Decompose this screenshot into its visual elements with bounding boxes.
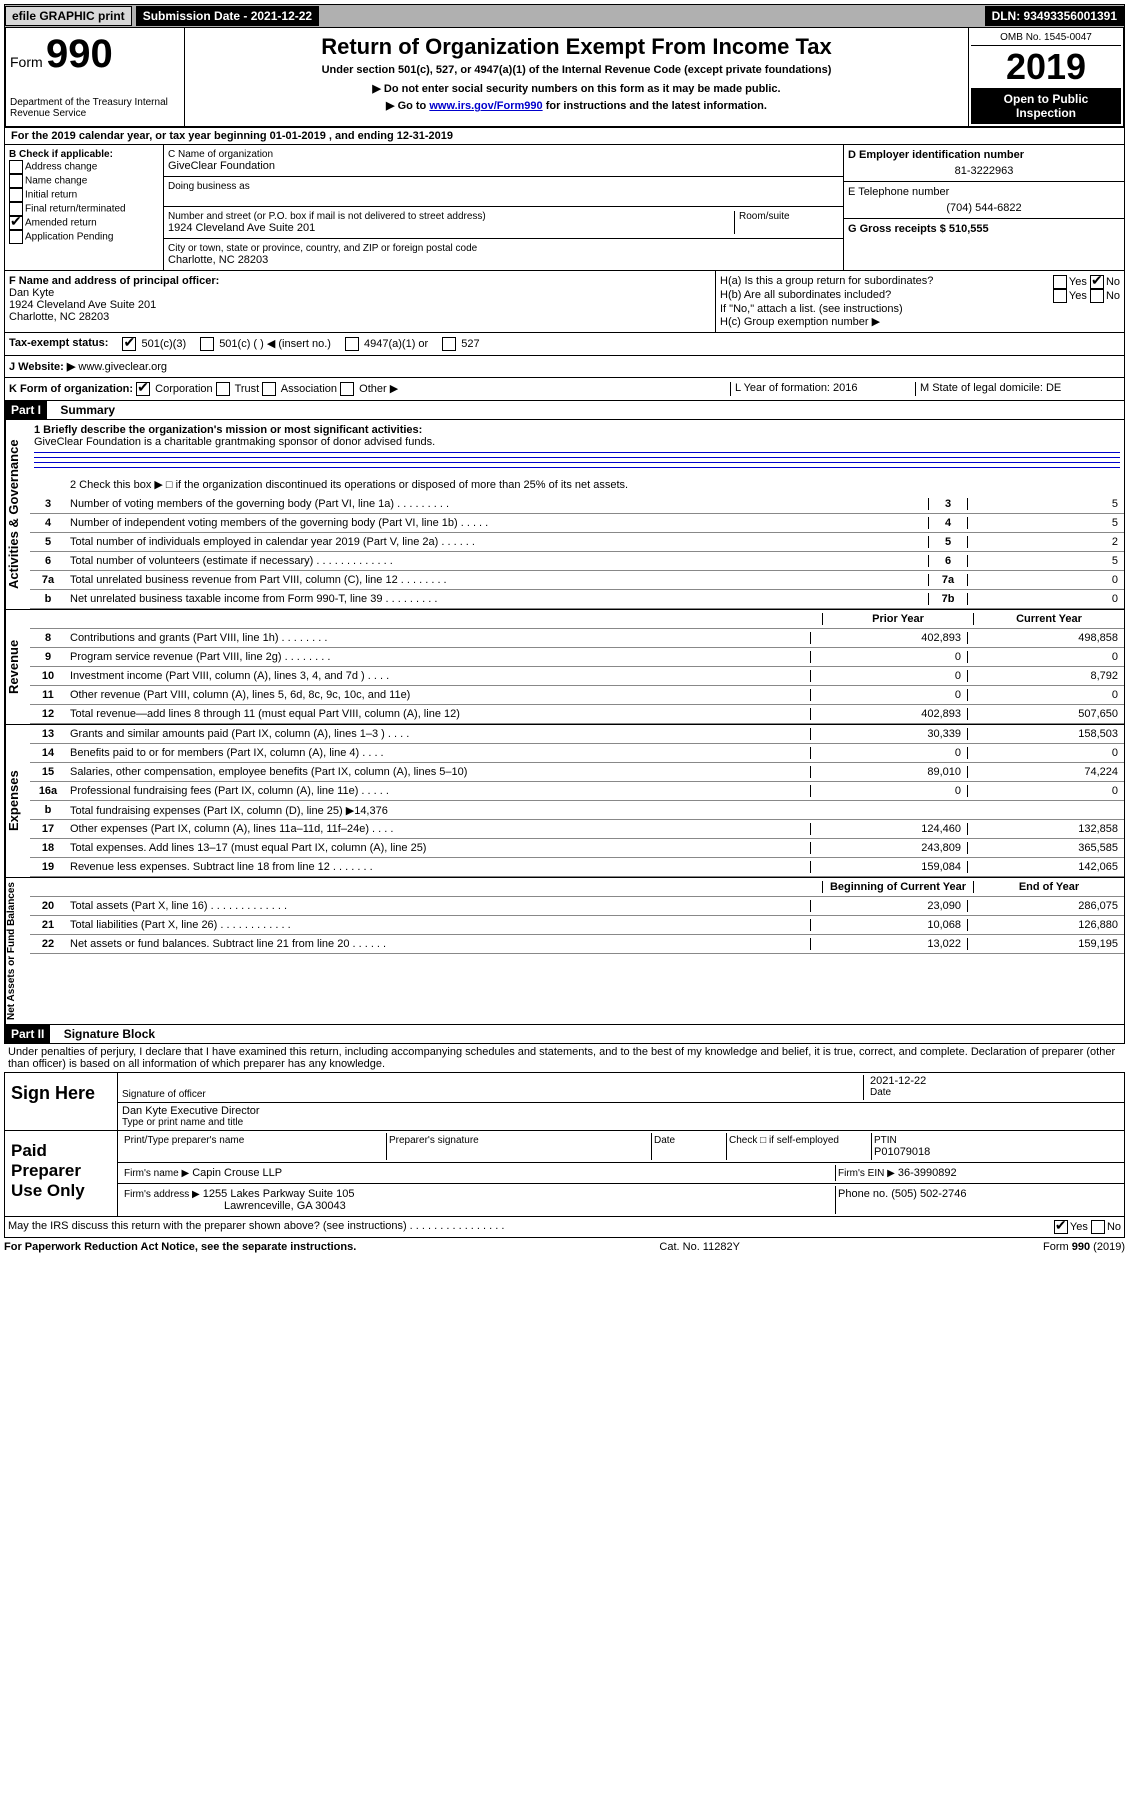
public-inspection: Open to Public Inspection — [971, 88, 1121, 124]
ein: 81-3222963 — [848, 165, 1120, 177]
ha-no[interactable] — [1090, 275, 1104, 289]
cb-trust[interactable] — [216, 382, 230, 396]
footer-right: Form 990 (2019) — [1043, 1241, 1125, 1253]
phone: (704) 544-6822 — [848, 202, 1120, 214]
note-ssn: ▶ Do not enter social security numbers o… — [191, 82, 962, 95]
state-domicile: M State of legal domicile: DE — [915, 382, 1120, 396]
hb-no[interactable] — [1090, 289, 1104, 303]
mission-text: GiveClear Foundation is a charitable gra… — [34, 436, 1120, 448]
firm-ein: 36-3990892 — [898, 1167, 957, 1179]
org-city: Charlotte, NC 28203 — [168, 254, 839, 266]
org-name: GiveClear Foundation — [168, 160, 839, 172]
form-title: Return of Organization Exempt From Incom… — [191, 34, 962, 60]
gov-row: 4Number of independent voting members of… — [30, 514, 1124, 533]
efile-button[interactable]: efile GRAPHIC print — [5, 6, 132, 26]
col-b-checkboxes: B Check if applicable: Address change Na… — [5, 145, 164, 270]
cb-501c3[interactable] — [122, 337, 136, 351]
data-row: 9Program service revenue (Part VIII, lin… — [30, 648, 1124, 667]
vert-governance: Activities & Governance — [5, 420, 30, 609]
cb-other[interactable] — [340, 382, 354, 396]
note-link: ▶ Go to www.irs.gov/Form990 for instruct… — [191, 99, 962, 112]
preparer-phone: Phone no. (505) 502-2746 — [835, 1186, 1120, 1214]
gov-row: bNet unrelated business taxable income f… — [30, 590, 1124, 609]
part1-title: Summary — [50, 403, 115, 417]
form-number: 990 — [46, 32, 113, 77]
irs-link[interactable]: www.irs.gov/Form990 — [429, 100, 542, 112]
cb-application-pending[interactable] — [9, 230, 23, 244]
part2-header: Part II — [5, 1025, 50, 1043]
cb-501c[interactable] — [200, 337, 214, 351]
gov-row: 6Total number of volunteers (estimate if… — [30, 552, 1124, 571]
gov-row: 7aTotal unrelated business revenue from … — [30, 571, 1124, 590]
website: www.giveclear.org — [78, 361, 167, 373]
sig-date: 2021-12-22 — [870, 1075, 1120, 1087]
part2-title: Signature Block — [54, 1027, 155, 1041]
dln-label: DLN: 93493356001391 — [985, 6, 1124, 26]
gov-row: 5Total number of individuals employed in… — [30, 533, 1124, 552]
gross-receipts: G Gross receipts $ 510,555 — [848, 223, 1120, 235]
data-row: 12Total revenue—add lines 8 through 11 (… — [30, 705, 1124, 724]
data-row: 17Other expenses (Part IX, column (A), l… — [30, 820, 1124, 839]
data-row: 10Investment income (Part VIII, column (… — [30, 667, 1124, 686]
form-header: Form 990 Department of the Treasury Inte… — [4, 28, 1125, 128]
cb-527[interactable] — [442, 337, 456, 351]
dept-label: Department of the Treasury Internal Reve… — [10, 97, 180, 119]
cb-corp[interactable] — [136, 382, 150, 396]
officer-name: Dan Kyte — [9, 287, 711, 299]
data-row: 16aProfessional fundraising fees (Part I… — [30, 782, 1124, 801]
discuss-yes[interactable] — [1054, 1220, 1068, 1234]
tax-year: 2019 — [971, 46, 1121, 88]
cb-assoc[interactable] — [262, 382, 276, 396]
data-row: 22Net assets or fund balances. Subtract … — [30, 935, 1124, 954]
vert-expenses: Expenses — [5, 725, 30, 877]
part1-header: Part I — [5, 401, 47, 419]
officer-name-title: Dan Kyte Executive Director — [122, 1105, 1120, 1117]
footer-mid: Cat. No. 11282Y — [659, 1241, 740, 1253]
cb-4947[interactable] — [345, 337, 359, 351]
form-subtitle: Under section 501(c), 527, or 4947(a)(1)… — [191, 64, 962, 76]
omb-label: OMB No. 1545-0047 — [971, 30, 1121, 46]
gov-row: 3Number of voting members of the governi… — [30, 495, 1124, 514]
data-row: 8Contributions and grants (Part VIII, li… — [30, 629, 1124, 648]
data-row: 21Total liabilities (Part X, line 26) . … — [30, 916, 1124, 935]
data-row: 14Benefits paid to or for members (Part … — [30, 744, 1124, 763]
line-a: For the 2019 calendar year, or tax year … — [4, 128, 1125, 145]
data-row: 18Total expenses. Add lines 13–17 (must … — [30, 839, 1124, 858]
data-row: 11Other revenue (Part VIII, column (A), … — [30, 686, 1124, 705]
cb-initial-return[interactable] — [9, 188, 23, 202]
discuss-no[interactable] — [1091, 1220, 1105, 1234]
ha-yes[interactable] — [1053, 275, 1067, 289]
declaration: Under penalties of perjury, I declare th… — [4, 1044, 1125, 1072]
top-bar: efile GRAPHIC print Submission Date - 20… — [4, 4, 1125, 28]
hb-yes[interactable] — [1053, 289, 1067, 303]
data-row: 13Grants and similar amounts paid (Part … — [30, 725, 1124, 744]
vert-net-assets: Net Assets or Fund Balances — [5, 878, 30, 1024]
form-label: Form — [10, 54, 43, 70]
firm-name: Capin Crouse LLP — [192, 1167, 282, 1179]
paid-preparer-label: Paid Preparer Use Only — [5, 1131, 118, 1216]
data-row: bTotal fundraising expenses (Part IX, co… — [30, 801, 1124, 820]
year-formation: L Year of formation: 2016 — [730, 382, 915, 396]
data-row: 15Salaries, other compensation, employee… — [30, 763, 1124, 782]
footer-left: For Paperwork Reduction Act Notice, see … — [4, 1241, 356, 1253]
cb-amended-return[interactable] — [9, 216, 23, 230]
ptin: P01079018 — [874, 1146, 1118, 1158]
vert-revenue: Revenue — [5, 610, 30, 724]
sign-here-label: Sign Here — [5, 1073, 118, 1130]
submission-date: Submission Date - 2021-12-22 — [136, 6, 319, 26]
cb-name-change[interactable] — [9, 174, 23, 188]
cb-address-change[interactable] — [9, 160, 23, 174]
data-row: 19Revenue less expenses. Subtract line 1… — [30, 858, 1124, 877]
org-address: 1924 Cleveland Ave Suite 201 — [168, 222, 734, 234]
data-row: 20Total assets (Part X, line 16) . . . .… — [30, 897, 1124, 916]
